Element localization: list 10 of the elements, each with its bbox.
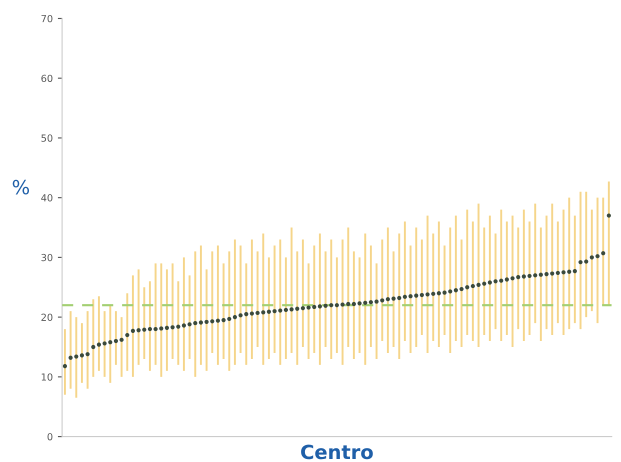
y-axis-title: % (12, 180, 30, 194)
y-tick-label: 50 (41, 134, 52, 142)
y-tick-label: 0 (48, 433, 52, 440)
y-tick-label: 20 (41, 314, 52, 321)
y-tick-label: 10 (42, 373, 52, 381)
x-axis-title: Centro (301, 444, 373, 460)
y-tick-label: 60 (41, 74, 52, 82)
y-tick-label: 40 (41, 194, 52, 202)
y-tick-label: 70 (42, 14, 52, 22)
y-tick-label: 30 (41, 254, 52, 262)
